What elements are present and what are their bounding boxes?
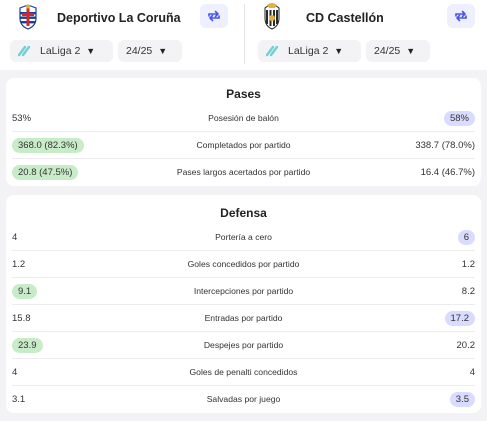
- away-value: 1.2: [461, 259, 475, 270]
- chevron-down-icon: ▼: [406, 46, 416, 56]
- stat-row: 4 Portería a cero 6: [12, 224, 475, 251]
- stat-label: Goles de penalti concedidos: [189, 367, 298, 377]
- header-divider: [244, 4, 245, 64]
- home-value: 4: [12, 232, 18, 243]
- swap-arrows-icon: [208, 10, 220, 22]
- away-season-select[interactable]: 24/25 ▼: [366, 40, 430, 62]
- home-value: 368.0 (82.3%): [12, 138, 84, 153]
- home-swap-button[interactable]: [200, 4, 228, 28]
- home-value: 23.9: [12, 338, 43, 353]
- stat-row: 15.8 Entradas por partido 17.2: [12, 305, 475, 332]
- swap-arrows-icon: [455, 10, 467, 22]
- section-title: Defensa: [220, 206, 267, 220]
- chevron-down-icon: ▼: [86, 46, 96, 56]
- stat-row: 23.9 Despejes por partido 20.2: [12, 332, 475, 359]
- away-value: 16.4 (46.7%): [420, 167, 475, 178]
- away-value: 58%: [443, 111, 475, 126]
- home-team-panel: Deportivo La Coruña LaLiga 2 ▼ 24/25 ▼: [0, 0, 243, 70]
- home-league-select[interactable]: LaLiga 2 ▼: [10, 40, 113, 62]
- home-value: 53%: [12, 113, 32, 124]
- away-team-name: CD Castellón: [306, 11, 384, 25]
- stat-label: Pases largos acertados por partido: [176, 167, 311, 177]
- home-season-select[interactable]: 24/25 ▼: [118, 40, 182, 62]
- section-title: Pases: [226, 87, 261, 101]
- stat-label: Salvadas por juego: [206, 394, 281, 404]
- stat-row: 9.1 Intercepciones por partido 8.2: [12, 278, 475, 305]
- away-value: 4: [469, 367, 475, 378]
- stat-label: Portería a cero: [215, 232, 272, 242]
- away-value: 6: [457, 230, 475, 245]
- stat-label: Intercepciones por partido: [193, 286, 294, 296]
- stat-row: 3.1 Salvadas por juego 3.5: [12, 386, 475, 413]
- stat-row: 20.8 (47.5%) Pases largos acertados por …: [12, 159, 475, 186]
- chevron-down-icon: ▼: [334, 46, 344, 56]
- team-comparison-header: Deportivo La Coruña LaLiga 2 ▼ 24/25 ▼: [0, 0, 487, 70]
- laliga-icon: [18, 45, 31, 57]
- home-value: 9.1: [12, 284, 38, 299]
- home-season-label: 24/25: [126, 45, 153, 57]
- home-league-label: LaLiga 2: [40, 45, 81, 57]
- away-value: 3.5: [449, 392, 475, 407]
- stat-label: Despejes por partido: [203, 340, 284, 350]
- away-swap-button[interactable]: [447, 4, 475, 28]
- stat-row: 1.2 Goles concedidos por partido 1.2: [12, 251, 475, 278]
- away-value: 8.2: [461, 286, 475, 297]
- away-league-label: LaLiga 2: [288, 45, 329, 57]
- chevron-down-icon: ▼: [158, 46, 168, 56]
- stat-row: 53% Posesión de balón 58%: [12, 105, 475, 132]
- home-value: 4: [12, 367, 18, 378]
- stat-label: Completados por partido: [196, 140, 291, 150]
- away-league-select[interactable]: LaLiga 2 ▼: [258, 40, 361, 62]
- defensa-card: Defensa 4 Portería a cero 6 1.2 Goles co…: [6, 195, 481, 413]
- away-season-label: 24/25: [374, 45, 401, 57]
- deportivo-crest-icon: [19, 4, 37, 30]
- home-value: 15.8: [12, 313, 31, 324]
- home-value: 1.2: [12, 259, 26, 270]
- home-value: 3.1: [12, 394, 26, 405]
- stat-row: 4 Goles de penalti concedidos 4: [12, 359, 475, 386]
- stat-label: Posesión de balón: [208, 113, 279, 123]
- stat-row: 368.0 (82.3%) Completados por partido 33…: [12, 132, 475, 159]
- away-value: 20.2: [456, 340, 476, 351]
- castellon-crest-icon: [264, 3, 280, 30]
- laliga-icon: [266, 45, 279, 57]
- away-team-panel: CD Castellón LaLiga 2 ▼ 24/25 ▼: [246, 0, 487, 70]
- away-value: 338.7 (78.0%): [415, 140, 475, 151]
- stat-label: Goles concedidos por partido: [187, 259, 300, 269]
- pases-card: Pases 53% Posesión de balón 58% 368.0 (8…: [6, 78, 481, 186]
- home-value: 20.8 (47.5%): [12, 165, 79, 180]
- stat-label: Entradas por partido: [204, 313, 283, 323]
- away-value: 17.2: [444, 311, 475, 326]
- home-team-name: Deportivo La Coruña: [57, 11, 181, 25]
